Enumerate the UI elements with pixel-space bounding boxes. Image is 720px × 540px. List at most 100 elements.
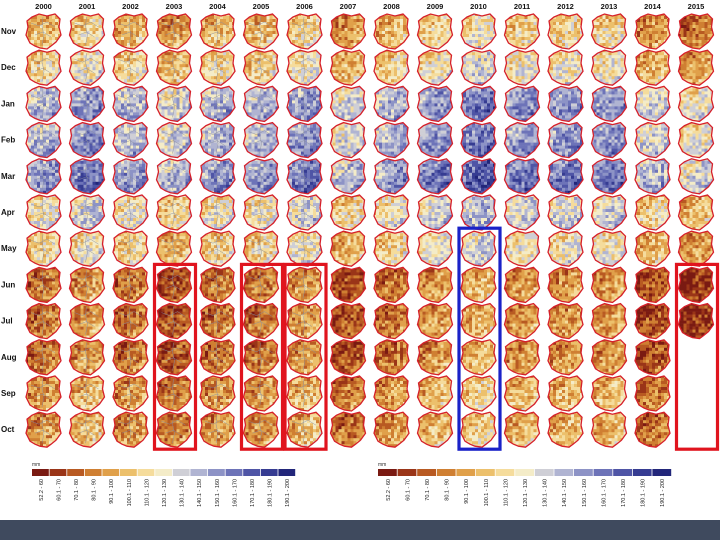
precip-map xyxy=(416,302,454,340)
precip-map xyxy=(155,339,193,376)
precip-map xyxy=(25,302,62,340)
year-header: 2014 xyxy=(644,2,662,11)
precip-map xyxy=(634,49,671,86)
precip-map xyxy=(112,302,149,340)
precip-map xyxy=(112,158,149,195)
precip-map xyxy=(677,85,715,123)
country-outline xyxy=(547,266,584,304)
year-header: 2008 xyxy=(383,2,400,11)
legend-swatch xyxy=(225,469,243,476)
precip-map xyxy=(547,121,584,159)
country-outline xyxy=(68,121,106,159)
country-outline xyxy=(503,411,541,448)
precip-map xyxy=(25,85,62,123)
precip-map xyxy=(242,85,280,123)
country-outline xyxy=(199,13,236,50)
precip-map xyxy=(634,230,671,267)
country-outline xyxy=(677,194,715,231)
precip-map xyxy=(286,302,323,340)
country-outline xyxy=(155,121,193,159)
country-outline xyxy=(634,13,671,50)
precip-map xyxy=(112,339,149,376)
country-outline xyxy=(329,230,367,267)
precip-map xyxy=(112,266,149,304)
precip-map xyxy=(590,375,628,412)
country-outline xyxy=(634,49,671,86)
legend-label: 90.1 - 100 xyxy=(464,479,470,504)
precip-map xyxy=(68,266,106,304)
precip-map xyxy=(112,13,149,50)
precip-map xyxy=(112,411,149,448)
precip-map xyxy=(634,339,671,376)
month-label: Feb xyxy=(1,136,15,145)
legend-swatch xyxy=(260,469,278,476)
precip-map xyxy=(242,375,280,412)
precip-map xyxy=(112,49,149,86)
country-outline xyxy=(155,194,193,231)
country-outline xyxy=(416,302,454,340)
precip-map xyxy=(199,121,236,159)
precip-map xyxy=(677,230,715,267)
precip-map xyxy=(547,13,584,50)
country-outline xyxy=(68,411,106,448)
legend-label: 150.1 - 160 xyxy=(582,479,588,507)
legend-label: 130.1 - 140 xyxy=(543,479,549,507)
precip-map xyxy=(329,158,367,195)
country-outline xyxy=(25,230,62,267)
year-header: 2000 xyxy=(35,2,52,11)
precip-map xyxy=(242,49,280,86)
country-outline xyxy=(677,158,715,195)
precip-map xyxy=(68,339,106,376)
precip-map xyxy=(112,85,149,123)
legend-swatch xyxy=(120,469,137,476)
country-outline xyxy=(416,194,454,231)
precip-map xyxy=(634,158,671,195)
precip-map xyxy=(329,302,367,340)
legend-label: 70.1 - 80 xyxy=(425,479,431,501)
country-outline xyxy=(416,85,454,123)
country-outline xyxy=(416,230,454,267)
precip-map xyxy=(373,194,410,231)
year-header: 2003 xyxy=(166,2,183,11)
month-label: Mar xyxy=(1,172,15,181)
month-label: Sep xyxy=(1,389,16,398)
legend-swatch xyxy=(495,469,515,476)
country-outline xyxy=(242,375,280,412)
country-outline xyxy=(373,266,410,304)
precip-map xyxy=(590,194,628,231)
precip-map xyxy=(373,121,410,159)
precip-map xyxy=(286,339,323,376)
country-outline xyxy=(68,230,106,267)
legend-swatch xyxy=(436,469,456,476)
precip-map xyxy=(25,230,62,267)
precip-map xyxy=(25,411,62,448)
precip-map xyxy=(25,121,62,159)
precip-map xyxy=(547,339,584,376)
legend-swatch xyxy=(102,469,120,476)
country-outline xyxy=(286,302,323,340)
precip-map xyxy=(634,13,671,50)
legend-label: 140.1 - 150 xyxy=(562,479,568,507)
country-outline xyxy=(242,49,280,86)
country-outline xyxy=(634,85,671,123)
precip-map xyxy=(460,302,497,340)
precip-map xyxy=(373,49,410,86)
precip-map xyxy=(329,266,367,304)
country-outline xyxy=(634,339,671,376)
year-header: 2007 xyxy=(340,2,357,11)
precip-map xyxy=(25,194,62,231)
precip-map xyxy=(68,302,106,340)
precip-map xyxy=(286,121,323,159)
country-outline xyxy=(199,230,236,267)
precip-map xyxy=(25,266,62,304)
precip-map xyxy=(503,85,541,123)
precip-map xyxy=(677,194,715,231)
precip-map xyxy=(242,230,280,267)
country-outline xyxy=(634,158,671,195)
country-outline xyxy=(590,194,628,231)
country-outline xyxy=(242,302,280,340)
country-outline xyxy=(199,375,236,412)
country-outline xyxy=(373,49,410,86)
legend-swatch xyxy=(49,469,67,476)
